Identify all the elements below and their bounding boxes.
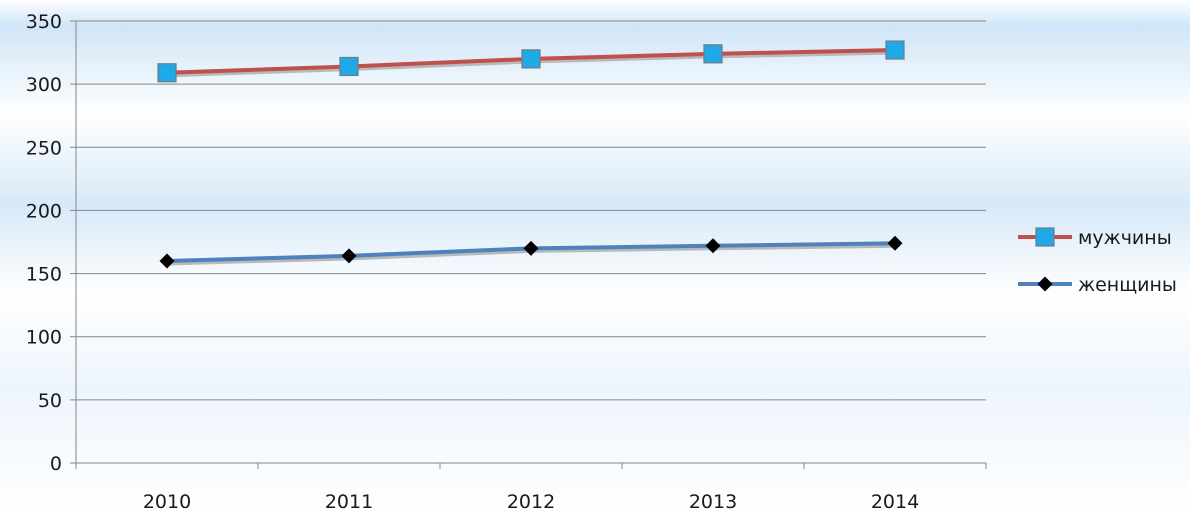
data-point: [705, 238, 721, 254]
y-tick-label: 250: [26, 137, 62, 159]
y-tick-label: 300: [26, 74, 62, 96]
x-tick-label: 2010: [143, 491, 191, 513]
data-point: [157, 63, 177, 83]
gridlines: [76, 20, 986, 401]
legend-marker: [1037, 276, 1053, 292]
x-tick-label: 2012: [507, 491, 555, 513]
y-tick-label: 150: [26, 264, 62, 286]
y-tick-label: 50: [38, 390, 62, 412]
y-tick-label: 100: [26, 327, 62, 349]
legend-label: мужчины: [1078, 227, 1172, 249]
legend: мужчины женщины: [1018, 227, 1177, 296]
x-tick-label: 2014: [871, 491, 919, 513]
data-point: [521, 49, 541, 69]
legend-marker: [1035, 227, 1055, 247]
axes: 0 50 100 150 200 250 300 350 2010 2011 2012 2013 201…: [26, 11, 987, 513]
series: [157, 40, 905, 269]
data-point: [523, 240, 539, 256]
data-point: [341, 248, 357, 264]
y-tick-label: 0: [50, 453, 62, 475]
data-point: [703, 44, 723, 64]
data-point: [887, 235, 903, 251]
legend-label: женщины: [1078, 274, 1177, 296]
data-point: [885, 40, 905, 60]
x-tick-label: 2013: [689, 491, 737, 513]
y-tick-label: 200: [26, 200, 62, 222]
y-tick-label: 350: [26, 11, 62, 33]
x-tick-label: 2011: [325, 491, 373, 513]
data-point: [339, 56, 359, 77]
data-point: [159, 253, 175, 269]
